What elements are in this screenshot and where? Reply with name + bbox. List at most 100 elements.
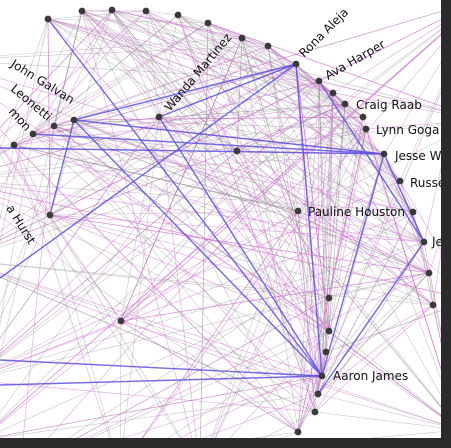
node-32[interactable] — [50, 122, 58, 130]
node-22[interactable] — [322, 348, 330, 356]
edge-pink — [145, 10, 330, 299]
node-25[interactable] — [311, 408, 319, 416]
node-29[interactable] — [155, 113, 163, 121]
edge-highlight — [158, 63, 297, 118]
edge-gray — [52, 211, 414, 448]
node-2[interactable] — [108, 6, 116, 14]
node-5[interactable] — [204, 19, 212, 27]
edge-pink — [0, 128, 15, 146]
edge-gray — [177, 14, 269, 47]
edge-gray — [0, 37, 243, 56]
edge-gray — [53, 125, 299, 433]
edge-pink — [0, 150, 238, 355]
edge-gray — [81, 10, 451, 113]
node-11[interactable] — [341, 100, 349, 108]
edge-gray — [383, 45, 451, 155]
node-17[interactable] — [420, 238, 428, 246]
label-rona[interactable]: Rona Aleja — [296, 5, 351, 60]
edge-gray — [73, 119, 367, 130]
edge-pink — [47, 18, 367, 130]
edge-pink — [236, 150, 434, 306]
edge-gray — [328, 103, 346, 332]
node-30[interactable] — [117, 317, 125, 325]
label-russe[interactable]: Russe — [410, 176, 445, 190]
node-20[interactable] — [325, 294, 333, 302]
edge-highlight — [295, 63, 323, 377]
edge-gray — [0, 92, 334, 421]
edge-pink — [325, 128, 367, 353]
node-19[interactable] — [429, 301, 437, 309]
node-35[interactable] — [46, 211, 54, 219]
edge-highlight — [73, 63, 297, 121]
edge-pink — [47, 18, 334, 94]
edge-pink — [328, 153, 385, 332]
edge-gray — [32, 133, 434, 306]
node-13[interactable] — [362, 125, 370, 133]
edge-highlight — [317, 241, 425, 395]
edge-gray — [122, 116, 160, 448]
edge-gray — [0, 144, 15, 222]
edge-gray — [314, 411, 451, 430]
node-3[interactable] — [142, 7, 150, 15]
node-33[interactable] — [29, 130, 37, 138]
edge-gray — [68, 330, 330, 448]
node-16[interactable] — [409, 208, 417, 216]
edge-pink — [383, 153, 430, 274]
node-15[interactable] — [396, 177, 404, 185]
edge-gray — [120, 14, 179, 322]
edge-gray — [297, 393, 319, 433]
edge-pink — [0, 9, 113, 129]
node-23[interactable] — [318, 372, 326, 380]
edge-gray — [0, 45, 269, 414]
edge-gray — [267, 45, 425, 243]
edge-gray — [49, 214, 316, 413]
node-28[interactable] — [294, 207, 302, 215]
edge-gray — [47, 18, 209, 24]
edge-gray — [317, 393, 451, 429]
node-18[interactable] — [425, 269, 433, 277]
node-0[interactable] — [44, 15, 52, 23]
label-aaron-james[interactable]: Aaron James — [333, 369, 408, 383]
edge-gray — [317, 103, 346, 395]
label-pauline-houston[interactable]: Pauline Houston — [308, 205, 405, 219]
node-12[interactable] — [359, 113, 367, 121]
edge-gray — [49, 214, 434, 306]
node-9[interactable] — [315, 77, 323, 85]
node-27[interactable] — [233, 147, 241, 155]
node-7[interactable] — [264, 42, 272, 50]
label-craig-raab[interactable]: Craig Raab — [356, 98, 422, 112]
edge-gray — [73, 119, 451, 424]
edge-pink — [158, 116, 430, 274]
edge-pink — [432, 185, 451, 306]
node-1[interactable] — [78, 7, 86, 15]
edge-pink — [428, 205, 451, 274]
edge-gray — [258, 430, 451, 448]
label-je[interactable]: Je — [431, 235, 443, 249]
edge-pink — [176, 393, 319, 448]
node-34[interactable] — [10, 141, 18, 149]
node-21[interactable] — [325, 327, 333, 335]
node-31[interactable] — [70, 116, 78, 124]
edge-pink — [0, 375, 323, 437]
label-jesse-w[interactable]: Jesse W — [394, 149, 442, 163]
node-14[interactable] — [380, 150, 388, 158]
edge-pink — [13, 63, 297, 146]
edge-gray — [321, 241, 425, 377]
node-26[interactable] — [294, 428, 302, 436]
edge-pink — [317, 304, 434, 395]
edge-gray — [317, 272, 430, 395]
node-8[interactable] — [292, 60, 300, 68]
node-10[interactable] — [329, 89, 337, 97]
edge-highlight — [0, 359, 323, 377]
edges-blue-layer — [0, 18, 425, 395]
edge-pink — [120, 210, 299, 322]
edge-gray — [267, 45, 414, 213]
node-6[interactable] — [238, 34, 246, 42]
edge-gray — [177, 14, 209, 24]
node-24[interactable] — [314, 390, 322, 398]
node-4[interactable] — [174, 11, 182, 19]
label-lynn-goga[interactable]: Lynn Goga — [376, 123, 439, 137]
edge-highlight — [0, 63, 297, 279]
